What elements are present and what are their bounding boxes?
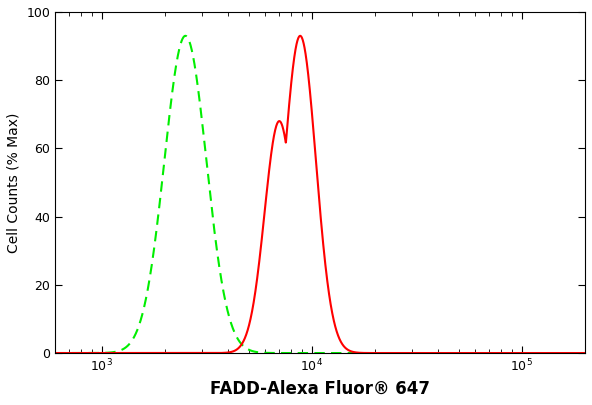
X-axis label: FADD-Alexa Fluor® 647: FADD-Alexa Fluor® 647 bbox=[210, 380, 430, 398]
Y-axis label: Cell Counts (% Max): Cell Counts (% Max) bbox=[7, 112, 21, 253]
